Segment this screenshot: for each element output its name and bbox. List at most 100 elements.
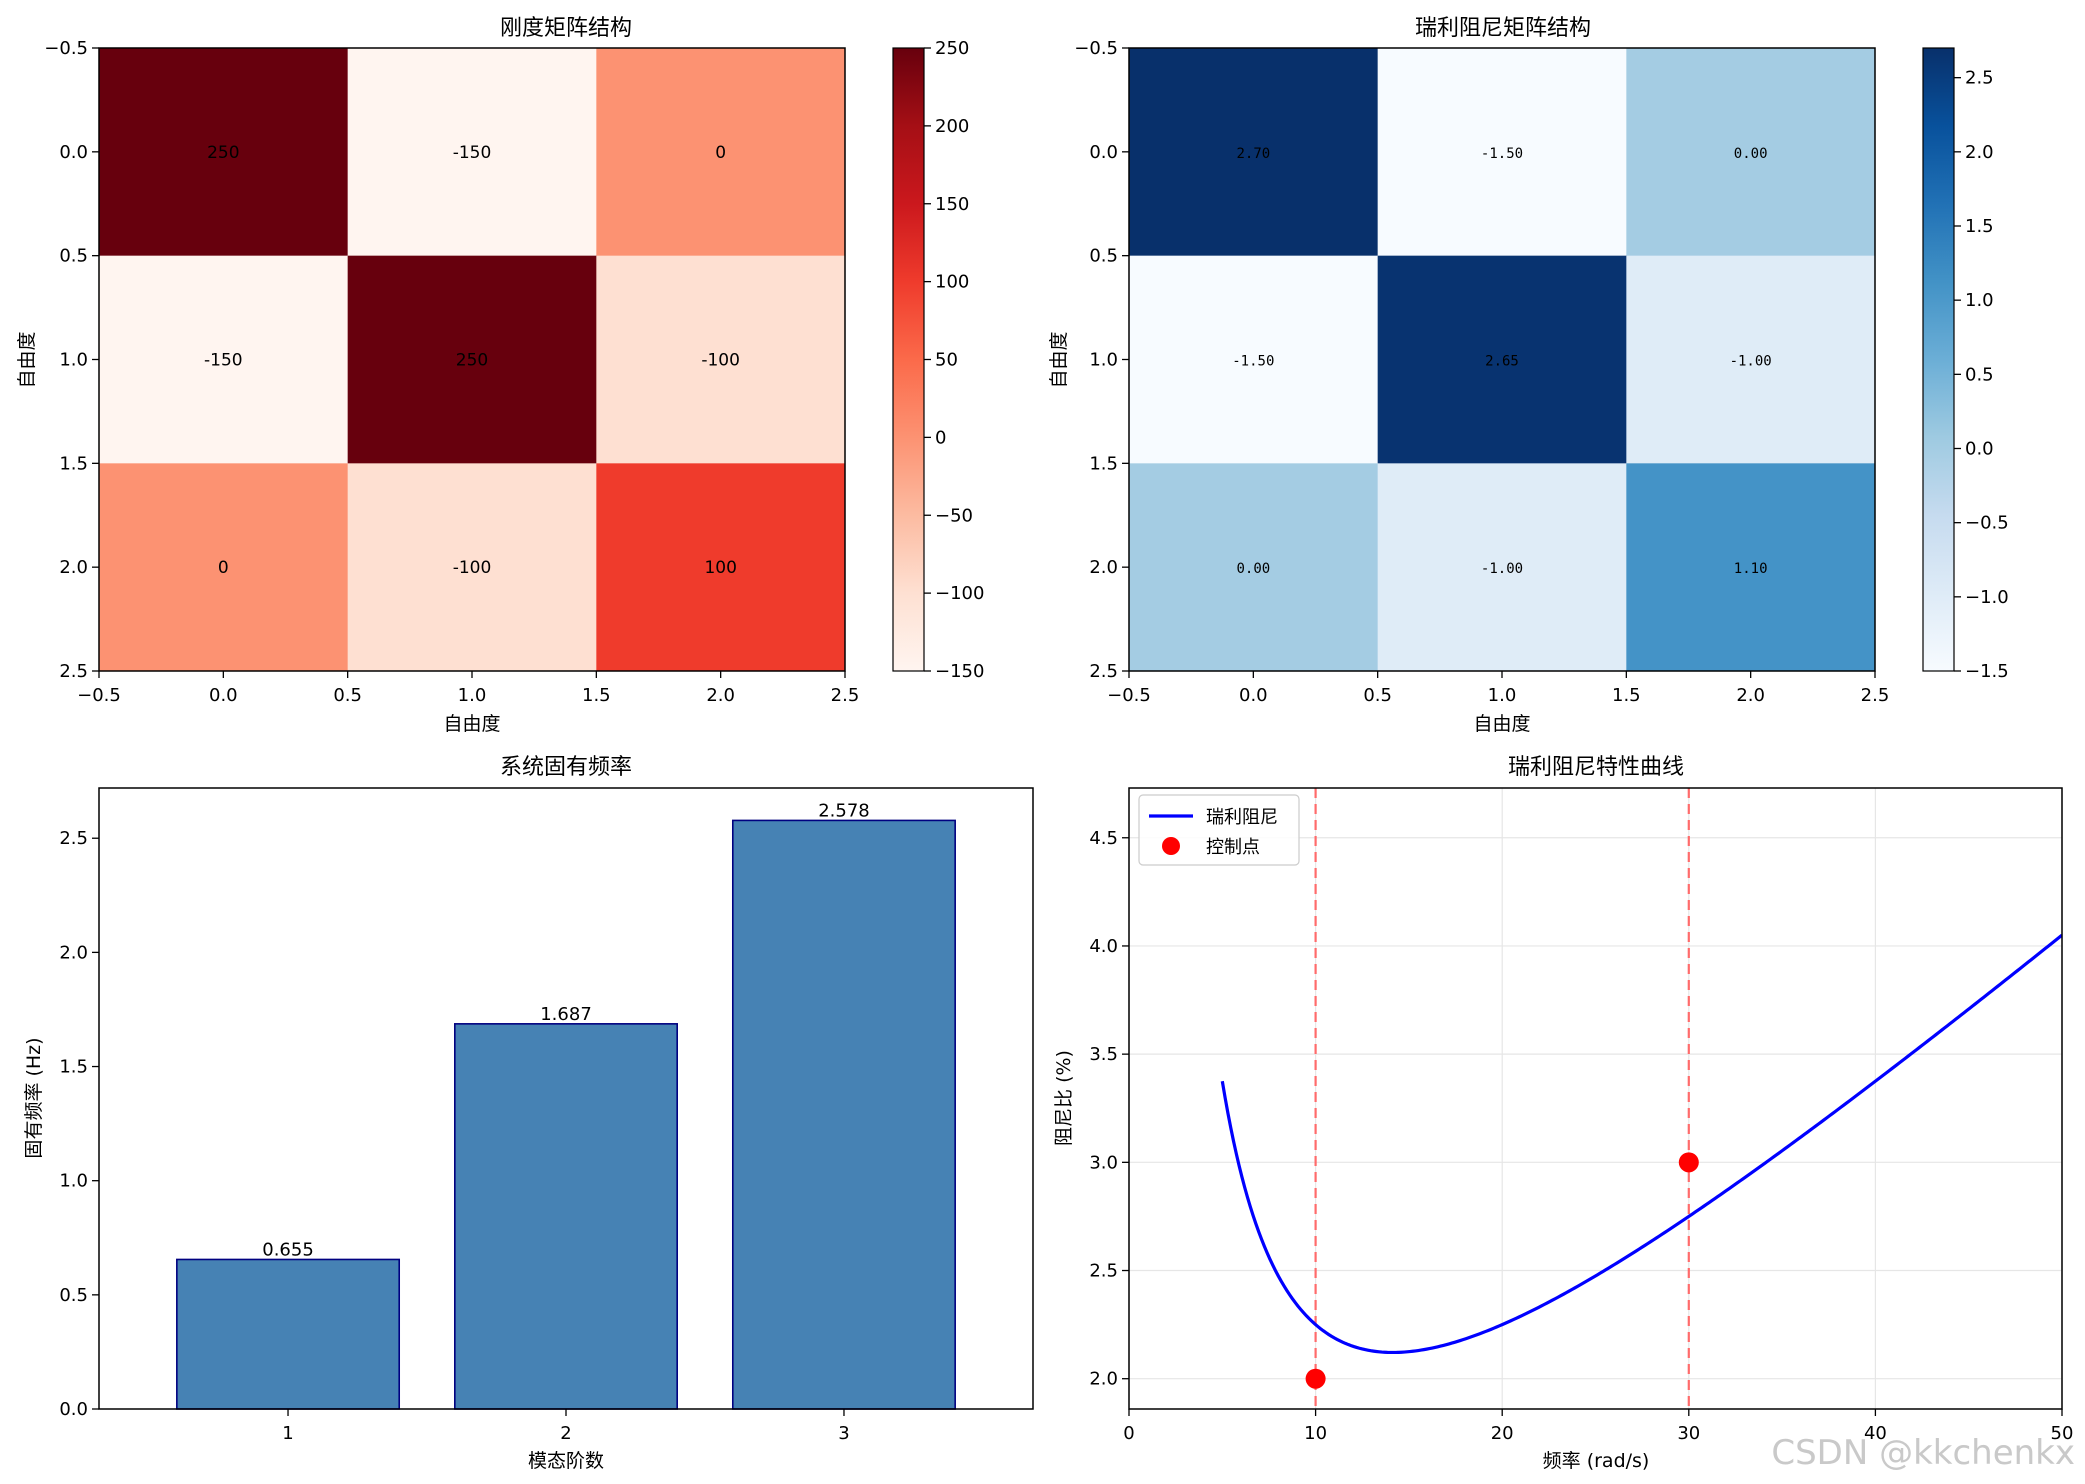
- x-tick-label: 0: [1123, 1423, 1134, 1444]
- heatmap-cell: [1377, 463, 1627, 672]
- x-tick-label: −0.5: [77, 685, 121, 706]
- control-point-marker: [1678, 1152, 1699, 1173]
- y-tick-label: 2.0: [1089, 1369, 1118, 1390]
- rayleigh-curve-title: 瑞利阻尼特性曲线: [1508, 755, 1684, 780]
- natural-frequency-panel: 系统固有频率 0.655 1.687 2.578 1 2 3 0.0 0.5 1.0 1.5 2…: [23, 755, 1034, 1472]
- heatmap-cell-label: -1.00: [1481, 561, 1523, 577]
- colorbar-tick-label: −150: [935, 661, 984, 682]
- damping-heatmap-cells: 2.70 -1.50 0.00 -1.50 2.65 -1.00 0.00 -1.00 1.10: [1129, 48, 1876, 672]
- rayleigh-frame: [1128, 787, 2063, 1410]
- x-tick-label: 10: [1304, 1423, 1327, 1444]
- colorbar-tick-label: 1.5: [1965, 216, 1994, 237]
- heatmap-cell-label: -100: [453, 558, 492, 578]
- y-tick-label: 1.0: [59, 350, 88, 371]
- damping-y-ticks: −0.5 0.0 0.5 1.0 1.5 2.0 2.5: [1074, 38, 1129, 682]
- colorbar-tick-label: 100: [935, 272, 969, 293]
- natural-frequency-y-label: 固有频率 (Hz): [23, 1037, 45, 1158]
- y-tick-label: 0.0: [59, 1399, 88, 1420]
- stiffness-y-label: 自由度: [16, 331, 38, 388]
- heatmap-cell-label: -1.50: [1481, 146, 1523, 162]
- bar-value-label: 0.655: [262, 1239, 314, 1260]
- damping-heatmap-panel: 瑞利阻尼矩阵结构 2.70 -1.50 0.00-1.50 2.65 -1.000.00…: [1048, 16, 2009, 735]
- bar: [731, 819, 956, 1410]
- colorbar-tick-label: 250: [935, 38, 969, 59]
- colorbar-tick-label: −50: [935, 505, 973, 526]
- rayleigh-damping-line: [1220, 933, 2062, 1355]
- colorbar-tick-label: 1.0: [1965, 290, 1994, 311]
- heatmap-cell: [1129, 48, 1379, 257]
- y-tick-label: 0.0: [1089, 142, 1118, 163]
- heatmap-cell-label: 2.65: [1485, 354, 1519, 370]
- rayleigh-y-ticks: 2.0 2.5 3.0 3.5 4.0 4.5: [1089, 828, 1129, 1390]
- heatmap-cell: [1626, 463, 1876, 672]
- legend-label-control: 控制点: [1206, 837, 1260, 858]
- y-tick-label: 3.5: [1089, 1044, 1118, 1065]
- y-tick-label: 0.5: [1089, 246, 1118, 267]
- x-tick-label: 1.0: [458, 685, 487, 706]
- y-tick-label: 0.5: [59, 1285, 88, 1306]
- stiffness-heatmap-cells: 250 -150 0 -150 250 -100 0 -100 100: [99, 48, 846, 672]
- y-tick-label: 2.5: [1089, 1261, 1118, 1282]
- heatmap-cell-label: 0: [218, 558, 229, 578]
- heatmap-cell: [1377, 255, 1627, 464]
- y-tick-label: 0.0: [59, 142, 88, 163]
- colorbar-tick-label: 0.5: [1965, 364, 1994, 385]
- heatmap-cell: [99, 463, 349, 672]
- stiffness-heatmap-panel: 刚度矩阵结构 250 -150 0 -150 250 -100 0 -100 100 −0.5 0…: [16, 16, 984, 735]
- x-tick-label: 2.0: [706, 685, 735, 706]
- y-tick-label: 1.5: [59, 453, 88, 474]
- colorbar-tick-label: −100: [935, 583, 984, 604]
- y-tick-label: −0.5: [1074, 38, 1118, 59]
- y-tick-label: 0.5: [59, 246, 88, 267]
- x-tick-label: 0.5: [1363, 685, 1392, 706]
- colorbar-tick-label: −0.5: [1965, 513, 2009, 534]
- heatmap-cell-label: 250: [456, 351, 488, 371]
- y-tick-label: 1.5: [1089, 453, 1118, 474]
- legend-label-rayleigh: 瑞利阻尼: [1206, 807, 1278, 828]
- y-tick-label: 2.0: [59, 557, 88, 578]
- y-tick-label: 4.0: [1089, 936, 1118, 957]
- y-tick-label: 2.5: [59, 661, 88, 682]
- heatmap-cell: [99, 255, 349, 464]
- natural-frequency-y-ticks: 0.0 0.5 1.0 1.5 2.0 2.5: [59, 828, 99, 1420]
- damping-colorbar-ticks: 2.5 2.0 1.5 1.0 0.5 0.0 −0.5 −1.0 −1.5: [1954, 68, 2009, 682]
- rayleigh-x-label: 频率 (rad/s): [1543, 1450, 1650, 1472]
- heatmap-cell-label: 2.70: [1236, 146, 1270, 162]
- damping-x-label: 自由度: [1473, 713, 1530, 735]
- y-tick-label: 2.5: [1089, 661, 1118, 682]
- heatmap-cell-label: -1.50: [1232, 354, 1274, 370]
- x-tick-label: 1.5: [1612, 685, 1641, 706]
- colorbar-tick-label: −1.0: [1965, 587, 2009, 608]
- x-tick-label: 2.5: [1861, 685, 1890, 706]
- y-tick-label: 1.0: [59, 1171, 88, 1192]
- y-tick-label: 4.5: [1089, 828, 1118, 849]
- colorbar-tick-label: 200: [935, 116, 969, 137]
- rayleigh-x-ticks: 0 10 20 30 40 50: [1123, 1409, 2073, 1444]
- colorbar-tick-label: 50: [935, 350, 958, 371]
- heatmap-cell: [347, 48, 597, 257]
- colorbar-tick-label: −1.5: [1965, 661, 2009, 682]
- stiffness-y-ticks: −0.5 0.0 0.5 1.0 1.5 2.0 2.5: [44, 38, 99, 682]
- colorbar-tick-label: 150: [935, 194, 969, 215]
- heatmap-cell: [347, 255, 597, 464]
- colorbar-tick-label: 2.5: [1965, 68, 1994, 89]
- control-point-marker: [1305, 1368, 1326, 1389]
- colorbar-tick-label: 0: [935, 427, 946, 448]
- heatmap-cell: [347, 463, 597, 672]
- heatmap-cell: [596, 463, 846, 672]
- heatmap-cell: [596, 255, 846, 464]
- heatmap-cell: [99, 48, 349, 257]
- bar: [454, 1023, 678, 1410]
- y-tick-label: 2.0: [59, 942, 88, 963]
- damping-x-ticks: −0.5 0.0 0.5 1.0 1.5 2.0 2.5: [1107, 671, 1889, 706]
- natural-frequency-title: 系统固有频率: [500, 755, 632, 780]
- heatmap-cell-label: 0.00: [1236, 561, 1270, 577]
- bar-value-label: 1.687: [540, 1004, 592, 1025]
- x-tick-label: 20: [1491, 1423, 1514, 1444]
- natural-frequency-x-label: 模态阶数: [528, 1450, 604, 1472]
- bar-value-label: 2.578: [818, 800, 870, 821]
- stiffness-colorbar-ticks: 250 200 150 100 50 0 −50 −100 −150: [924, 38, 984, 682]
- heatmap-cell: [596, 48, 846, 257]
- x-tick-label: −0.5: [1107, 685, 1151, 706]
- x-tick-label: 1.0: [1488, 685, 1517, 706]
